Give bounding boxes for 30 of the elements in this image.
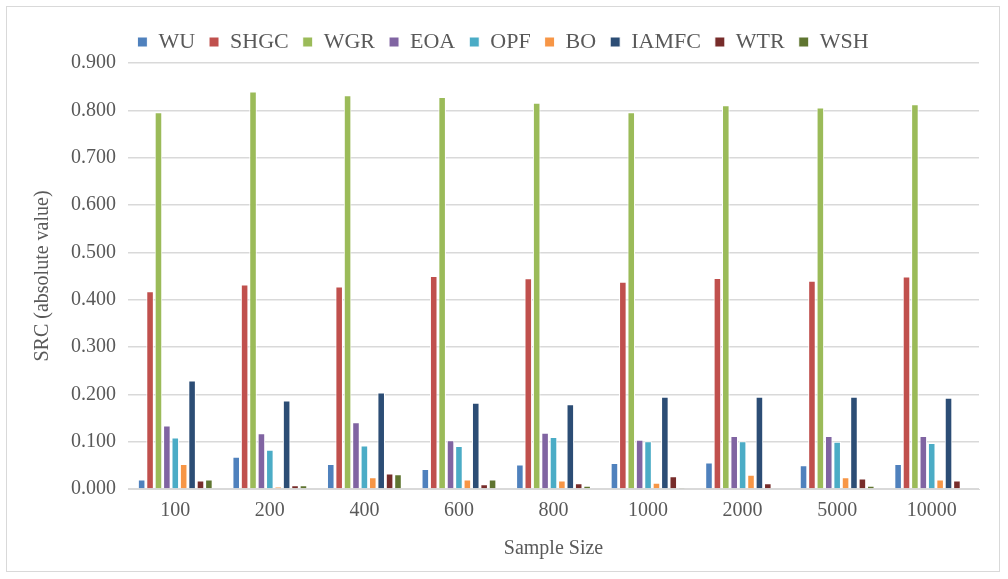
x-tick-label: 600 — [443, 498, 474, 521]
legend-label: IAMFC — [631, 27, 701, 53]
x-tick-label: 400 — [349, 498, 380, 521]
x-axis-title: Sample Size — [503, 536, 604, 560]
legend-label: OPF — [490, 27, 531, 53]
y-tick-label: 0.000 — [71, 476, 116, 499]
y-tick-label: 0.200 — [71, 381, 116, 404]
y-tick-label: 0.100 — [71, 428, 116, 451]
y-tick-label: 0.700 — [71, 144, 116, 167]
y-tick-label: 0.900 — [71, 50, 116, 73]
legend-label: WSH — [819, 27, 869, 53]
y-tick-label: 0.800 — [71, 97, 116, 120]
legend-label: WTR — [735, 27, 786, 53]
x-tick-label: 2000 — [722, 498, 763, 521]
y-axis-title: SRC (absolute value) — [30, 190, 54, 362]
legend-label: EOA — [410, 27, 456, 53]
x-tick-label: 10000 — [906, 498, 957, 521]
x-tick-label: 5000 — [817, 498, 858, 521]
legend-label: SHGC — [230, 27, 289, 53]
x-tick-label: 100 — [160, 498, 191, 521]
legend-label: BO — [565, 27, 597, 53]
y-tick-label: 0.600 — [71, 192, 116, 215]
y-tick-label: 0.300 — [71, 334, 116, 357]
y-tick-label: 0.400 — [71, 286, 116, 309]
legend-label: WU — [158, 27, 196, 53]
x-tick-label: 800 — [538, 498, 569, 521]
x-tick-label: 1000 — [628, 498, 669, 521]
x-tick-label: 200 — [254, 498, 285, 521]
legend-label: WGR — [323, 27, 376, 53]
y-tick-label: 0.500 — [71, 239, 116, 262]
